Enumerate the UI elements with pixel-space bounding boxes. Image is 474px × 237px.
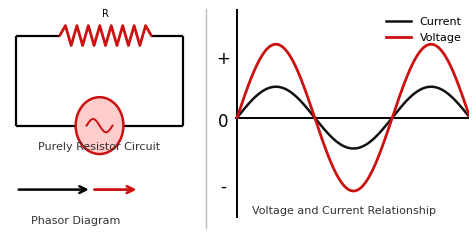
Text: Phasor Diagram: Phasor Diagram bbox=[31, 216, 120, 226]
Text: +: + bbox=[216, 50, 230, 68]
Text: Voltage and Current Relationship: Voltage and Current Relationship bbox=[252, 206, 436, 216]
Text: 0: 0 bbox=[218, 114, 228, 132]
Text: R: R bbox=[102, 9, 109, 19]
Text: -: - bbox=[220, 177, 226, 195]
Legend: Current, Voltage: Current, Voltage bbox=[384, 15, 464, 45]
Circle shape bbox=[76, 97, 123, 154]
Text: Purely Resistor Circuit: Purely Resistor Circuit bbox=[38, 142, 161, 152]
